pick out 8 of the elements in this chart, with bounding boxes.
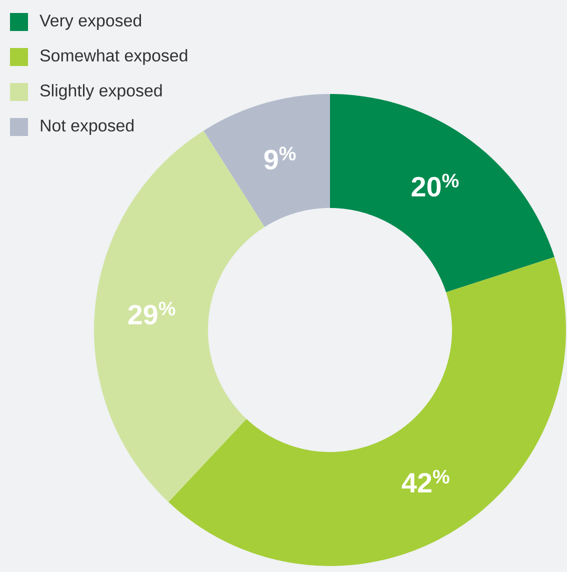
legend-label: Very exposed — [40, 14, 142, 30]
legend-label: Slightly exposed — [40, 84, 162, 100]
data-label: 29$^{%}$ — [128, 302, 176, 325]
data-label: 9$^{%}$ — [264, 146, 296, 170]
legend-label: Somewhat exposed — [40, 49, 188, 65]
legend-label: Not exposed — [40, 119, 134, 135]
data-label: 42$^{%}$ — [402, 470, 450, 492]
data-label: 20$^{%}$ — [412, 174, 459, 197]
